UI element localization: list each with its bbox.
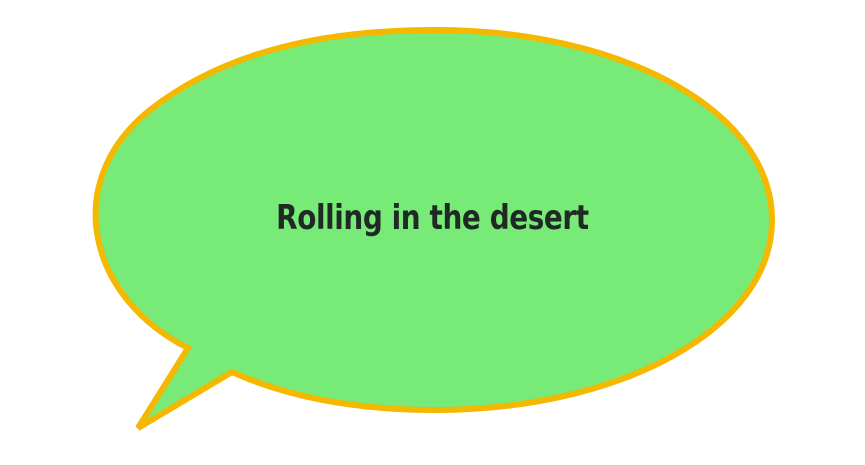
speech-bubble-shape bbox=[92, 26, 776, 431]
bubble-text: Rolling in the desert bbox=[276, 198, 589, 238]
